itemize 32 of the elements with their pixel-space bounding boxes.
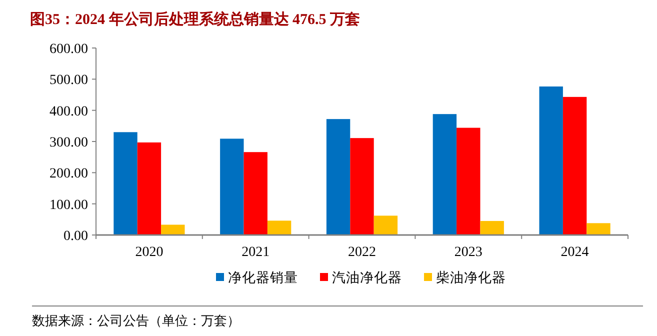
legend-label: 柴油净化器 [436,270,506,285]
y-tick-label: 600.00 [50,42,88,57]
bar [350,138,374,235]
x-tick-label: 2022 [348,245,376,260]
bar [161,224,185,235]
x-tick-label: 2020 [135,245,164,260]
bar [267,220,292,235]
x-tick-label: 2024 [560,245,589,260]
x-tick-label: 2023 [454,245,482,260]
bar [374,216,398,235]
bar [480,220,504,235]
bar [562,96,587,235]
y-tick-label: 0.00 [64,229,88,244]
y-tick-label: 500.00 [50,73,88,88]
y-tick-label: 400.00 [50,104,88,120]
bar [220,138,244,235]
bar [326,119,350,235]
legend-label: 汽油净化器 [332,270,402,285]
bar [244,152,268,235]
bar [586,223,610,235]
bar [539,86,563,235]
bar [137,142,162,235]
source-note: 数据来源：公司公告（单位：万套） [32,313,240,328]
legend-label: 净化器销量 [228,270,298,285]
y-tick-label: 200.00 [50,166,88,182]
bar [432,114,457,235]
bar [114,132,138,235]
y-tick-label: 300.00 [50,136,88,150]
x-tick-label: 2021 [242,245,270,260]
y-tick-label: 100.00 [50,198,88,213]
bar [456,128,480,235]
chart-title: 图35：2024 年公司后处理系统总销量达 476.5 万套 [30,11,360,28]
